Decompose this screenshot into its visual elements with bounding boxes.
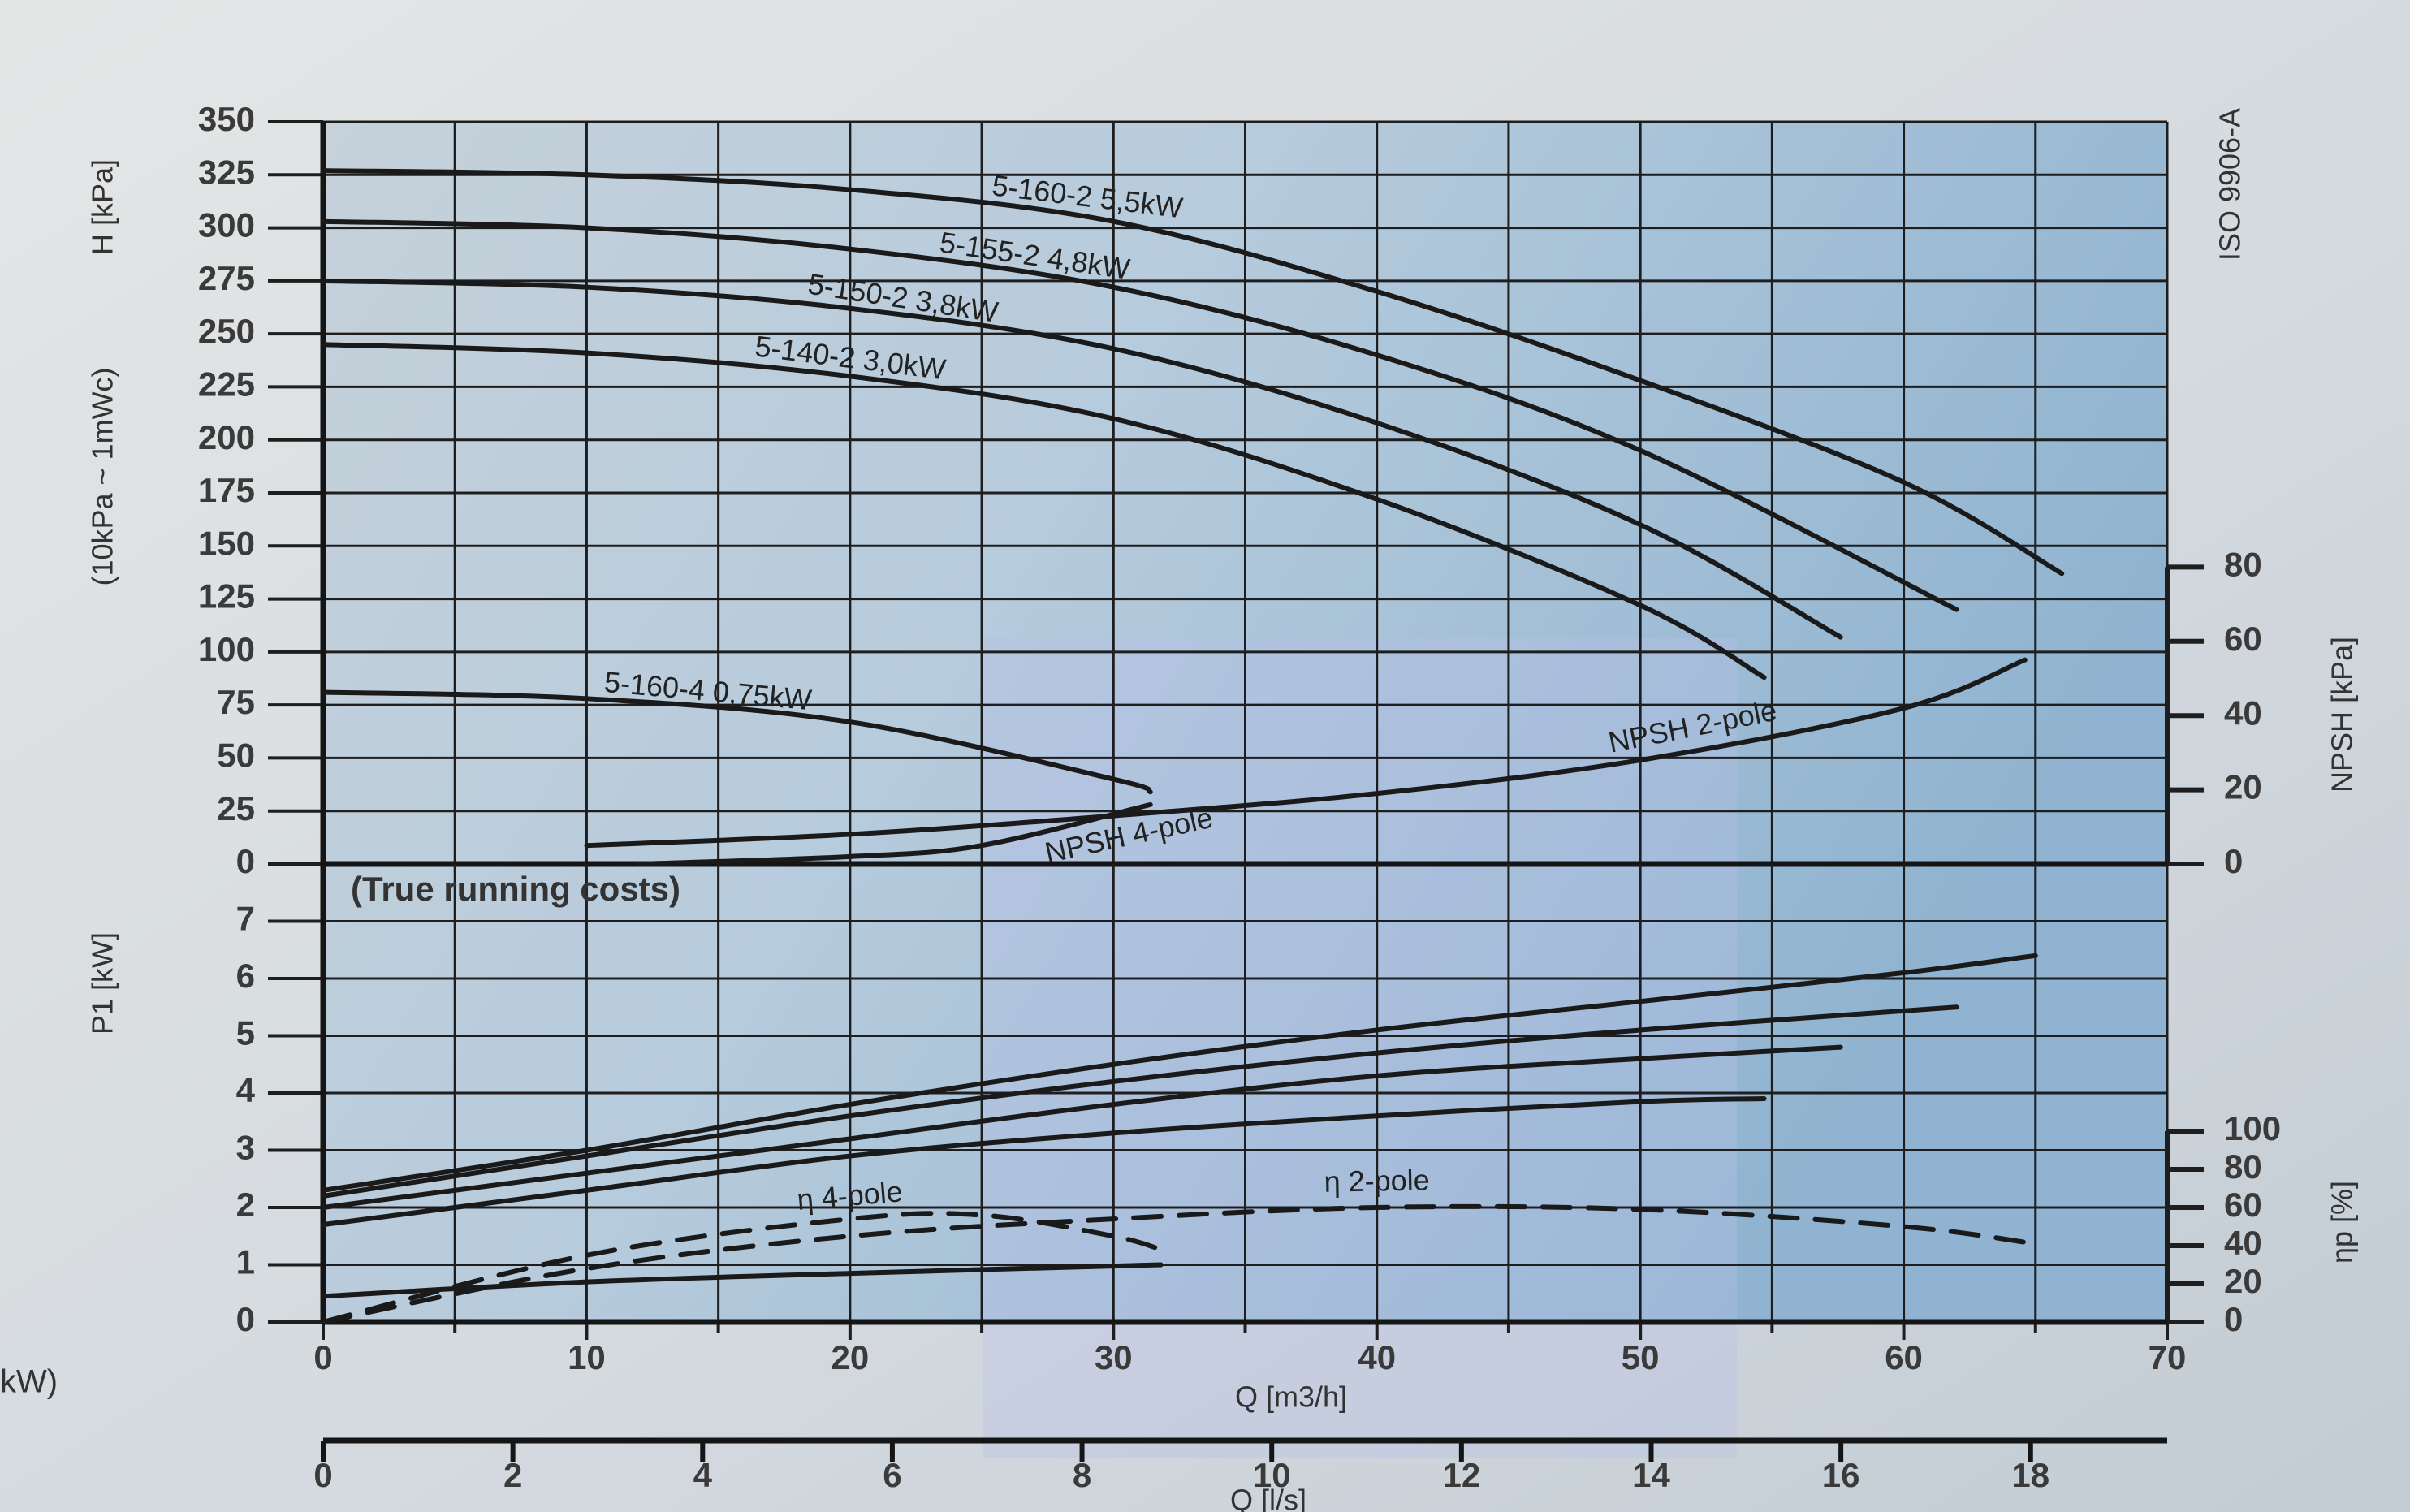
y2-tick-label: 0: [2224, 842, 2243, 880]
y-tick-label: 150: [198, 524, 255, 562]
y2-tick-label: 0: [2224, 1300, 2243, 1338]
annotation: (True running costs): [351, 870, 680, 908]
y-tick-label: 200: [198, 418, 255, 456]
y2-tick-label: 20: [2224, 768, 2262, 806]
x-tick-label: 70: [2149, 1338, 2187, 1376]
y-tick-label: 6: [236, 957, 255, 995]
y2-tick-label: 80: [2224, 1147, 2262, 1186]
y-tick-label: 175: [198, 471, 255, 509]
y2-tick-label: 60: [2224, 620, 2262, 658]
y-tick-label: 275: [198, 259, 255, 297]
y-tick-label: 5: [236, 1014, 255, 1052]
curve: [321, 953, 2038, 1193]
y-tick-label: 75: [217, 683, 255, 721]
curve-label: η 2-pole: [1324, 1163, 1430, 1198]
ylabel-note: (10kPa ~ 1mWc): [86, 367, 119, 585]
y-tick-label: 3: [236, 1129, 255, 1167]
y-tick-label: 0: [236, 1300, 255, 1338]
y-tick-label: 7: [236, 900, 255, 938]
x-tick-label: 10: [568, 1338, 606, 1376]
y-tick-label: 0: [236, 842, 255, 880]
efficiency-curve: [321, 1203, 2038, 1324]
y2-tick-label: 40: [2224, 1224, 2262, 1262]
x-tick-label: 40: [1358, 1338, 1396, 1376]
curve: [321, 689, 1153, 795]
y2-tick-label: 80: [2224, 545, 2262, 583]
x2-tick-label: 10: [1253, 1456, 1291, 1494]
ylabel: P1 [kW]: [86, 932, 119, 1035]
y2-tick-label: 100: [2224, 1109, 2281, 1147]
y2-tick-label: 20: [2224, 1262, 2262, 1300]
annotation: ISO 9906-A: [2213, 108, 2247, 261]
grid: [268, 120, 2204, 1462]
x2-tick-label: 4: [693, 1456, 713, 1494]
x2label: Q [l/s]: [1230, 1484, 1306, 1512]
x-tick-label: 50: [1622, 1338, 1660, 1376]
x-tick-label: 60: [1885, 1338, 1923, 1376]
page-fragment: kW): [0, 1364, 58, 1400]
curve: [584, 657, 2028, 849]
x-tick-label: 30: [1095, 1338, 1133, 1376]
x-tick-label: 20: [831, 1338, 869, 1376]
y-tick-label: 300: [198, 206, 255, 244]
x2-tick-label: 8: [1073, 1456, 1091, 1494]
y-tick-label: 125: [198, 577, 255, 616]
y-tick-label: 250: [198, 312, 255, 350]
x2-tick-label: 12: [1442, 1456, 1480, 1494]
x-tick-label: 0: [313, 1338, 332, 1376]
curve: [321, 1044, 1843, 1210]
efficiency-curve: [321, 1211, 1169, 1324]
x2-tick-label: 6: [883, 1456, 901, 1494]
curve: [321, 218, 1959, 612]
curve: [321, 1096, 1767, 1228]
curve: [637, 801, 1153, 866]
y2label: NPSH [kPa]: [2326, 637, 2359, 793]
y-tick-label: 325: [198, 153, 255, 191]
curve: [321, 342, 1767, 680]
x2-tick-label: 16: [1822, 1456, 1860, 1494]
curve: [321, 1004, 1959, 1199]
y-tick-label: 2: [236, 1186, 255, 1224]
curve: [321, 278, 1843, 640]
xlabel: Q [m3/h]: [1235, 1380, 1347, 1414]
ylabel: H [kPa]: [86, 159, 119, 255]
y2label: ηp [%]: [2326, 1181, 2359, 1264]
x2-tick-label: 18: [2011, 1456, 2049, 1494]
y-tick-label: 225: [198, 365, 255, 404]
curve: [321, 1262, 1164, 1299]
y2-tick-label: 40: [2224, 693, 2262, 732]
y-tick-label: 100: [198, 630, 255, 668]
y-tick-label: 350: [198, 100, 255, 138]
y-tick-label: 25: [217, 789, 255, 827]
y-tick-label: 4: [236, 1071, 256, 1109]
y2-tick-label: 60: [2224, 1186, 2262, 1224]
x2-tick-label: 14: [1632, 1456, 1670, 1494]
curves: [321, 168, 2065, 1324]
y-tick-label: 1: [236, 1243, 255, 1281]
curve: [321, 168, 2065, 577]
x2-tick-label: 2: [503, 1456, 522, 1494]
y-tick-label: 50: [217, 737, 255, 775]
x2-tick-label: 0: [313, 1456, 332, 1494]
